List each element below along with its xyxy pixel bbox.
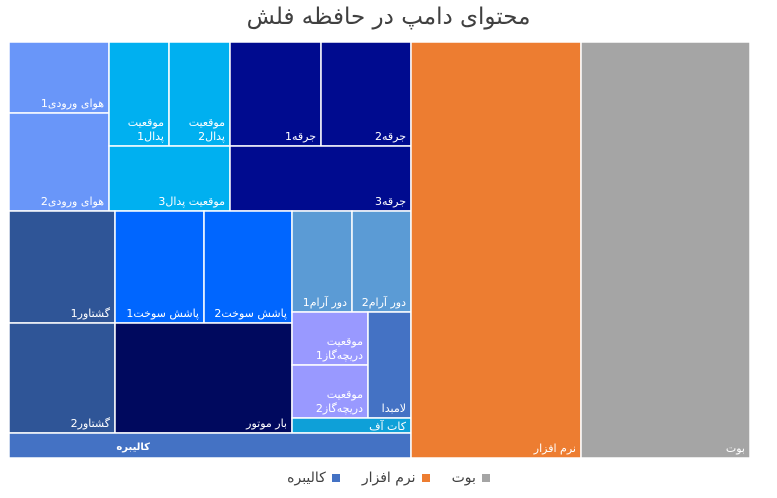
tile-label: گشتاور1: [71, 307, 111, 320]
treemap-tile: [580, 41, 751, 459]
tile-label: کات آف: [369, 419, 407, 433]
treemap-tile: [320, 41, 412, 147]
tile-label: بوت: [726, 442, 745, 455]
group-header-band: [8, 432, 412, 459]
legend-label: نرم افزار: [361, 470, 416, 486]
treemap-tile: [108, 41, 170, 147]
legend-swatch: [331, 474, 340, 482]
tile-label: جرقه1: [285, 130, 316, 143]
tile-label: پاشش سوخت2: [214, 307, 287, 320]
tile-label: موقعیت دریچه‌گاز2: [316, 388, 363, 415]
tile-label: هوای ورودی1: [41, 97, 104, 110]
treemap-tile: [410, 41, 582, 459]
tile-label: دور آرام1: [303, 295, 347, 309]
treemap-tile: [114, 322, 293, 434]
chart-title: محتوای دامپ در حافظه فلش: [246, 4, 531, 30]
treemap-tile: [203, 210, 293, 324]
tile-label: موقعیت دریچه‌گاز1: [316, 335, 363, 362]
treemap-tile: [8, 322, 116, 434]
tile-label: جرقه3: [375, 195, 406, 208]
tile-label: موقعیت پدال1: [128, 116, 164, 143]
legend-item: نرم افزار: [362, 470, 430, 486]
treemap-tile: [291, 364, 369, 419]
treemap-tile: [8, 41, 110, 114]
treemap-chart: هوای ورودی1 هوای ورودی2 موقعیت پدال1 موقعیت پ…: [8, 41, 751, 459]
tile-label: موقعیت پدال2: [189, 116, 225, 143]
group-label: کالیبره: [116, 442, 150, 453]
tile-label: بار موتور: [245, 417, 287, 430]
treemap-tile: [8, 112, 110, 212]
treemap-tile: [8, 210, 116, 324]
tile-label: نرم افزار: [533, 442, 576, 455]
legend-label: کالیبره: [287, 470, 326, 486]
legend-swatch: [421, 474, 430, 482]
legend-swatch: [481, 474, 490, 482]
legend-label: بوت: [451, 470, 476, 486]
tile-label: دور آرام2: [362, 295, 406, 309]
treemap-tile: [114, 210, 205, 324]
legend-item: بوت: [452, 470, 490, 486]
treemap-tile: [229, 145, 412, 212]
tile-label: لامبدا: [382, 402, 406, 415]
tile-label: پاشش سوخت1: [126, 307, 199, 320]
legend: بوت نرم افزار کالیبره: [0, 470, 777, 486]
treemap-tile: [291, 311, 369, 366]
tile-label: جرقه2: [375, 130, 406, 143]
tile-label: گشتاور2: [71, 417, 111, 430]
tile-label: موقعیت پدال3: [158, 195, 225, 208]
tile-label: هوای ورودی2: [41, 195, 104, 208]
legend-item: کالیبره: [287, 470, 340, 486]
